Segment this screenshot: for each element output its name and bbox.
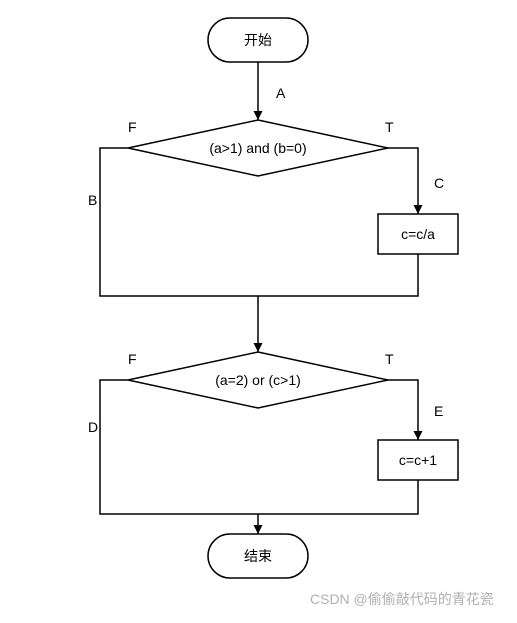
label-B: B: [88, 192, 97, 208]
edge-E: [388, 380, 418, 440]
edge-process2-merge: [258, 480, 418, 514]
label-D: D: [88, 419, 98, 435]
process-2-label: c=c+1: [399, 452, 437, 468]
label-T2: T: [385, 351, 394, 367]
edge-C: [388, 148, 418, 214]
label-F2: F: [128, 351, 137, 367]
label-T1: T: [385, 119, 394, 135]
edge-process1-merge: [258, 254, 418, 296]
watermark: CSDN @偷偷敲代码的青花瓷: [310, 591, 494, 607]
edge-D: [100, 380, 258, 514]
label-E: E: [434, 403, 443, 419]
label-A: A: [276, 85, 286, 101]
flowchart: 开始 (a>1) and (b=0) c=c/a (a=2) or (c>1) c=c+…: [0, 0, 517, 618]
process-1-label: c=c/a: [401, 226, 435, 242]
label-C: C: [434, 175, 444, 191]
decision-2-label: (a=2) or (c>1): [215, 372, 301, 388]
label-F1: F: [128, 119, 137, 135]
decision-1-label: (a>1) and (b=0): [209, 140, 306, 156]
start-node-label: 开始: [244, 32, 272, 48]
end-node-label: 结束: [244, 548, 272, 564]
